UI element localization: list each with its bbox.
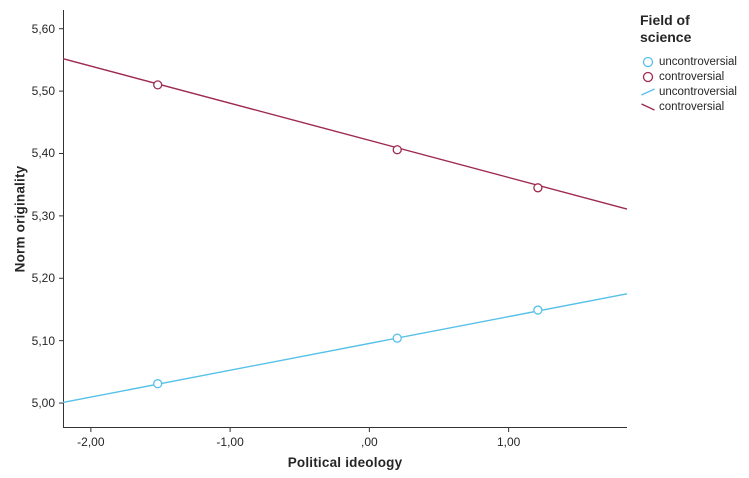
legend-line-swatch-icon [641,88,655,96]
y-tick-label: 5,50 [31,84,55,99]
series-marker-uncontroversial [153,379,163,389]
legend-item-controversial: controversial [640,70,746,85]
y-tick-label: 5,60 [31,21,55,36]
y-tick-label: 5,30 [31,208,55,223]
legend-circle-swatch-icon [642,56,654,68]
x-tick-label: -1,00 [216,435,244,449]
legend-item-uncontroversial: uncontroversial [640,85,746,100]
legend-item-controversial: controversial [640,100,746,115]
y-tick-label: 5,20 [31,271,55,286]
series-marker-uncontroversial [533,305,543,315]
series-line-controversial [62,57,628,210]
y-tick-label: 5,00 [31,396,55,411]
plot-area [59,10,628,432]
legend-line-swatch-icon [641,103,655,111]
legend-item-label: controversial [659,71,725,84]
legend-circle-swatch-icon [642,71,654,83]
legend-items: uncontroversial controversial uncontrovers… [640,55,746,115]
x-tick-label: ,00 [361,435,378,449]
series-marker-controversial [392,145,402,155]
series-marker-controversial [153,80,163,90]
y-tick-label: 5,10 [31,333,55,348]
legend-title: Field of science [640,12,692,45]
legend-item-uncontroversial: uncontroversial [640,55,746,70]
legend: Field of science uncontroversial controve… [640,12,746,115]
x-tick-label: -2,00 [77,435,105,449]
y-tick-label: 5,40 [31,146,55,161]
legend-item-label: uncontroversial [659,56,737,69]
series-marker-uncontroversial [392,333,402,343]
legend-item-label: uncontroversial [659,86,737,99]
series-marker-controversial [533,183,543,193]
x-axis-title: Political ideology [287,455,403,470]
x-tick-label: 1,00 [496,435,521,449]
legend-item-label: controversial [659,101,725,114]
